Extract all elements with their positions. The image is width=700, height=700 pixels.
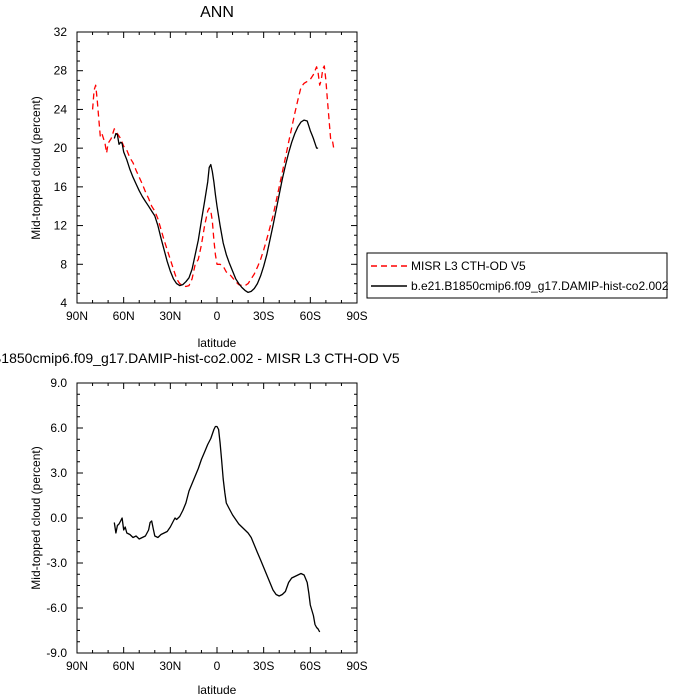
bottom-series-line-0: [113, 425, 321, 633]
top-x-tick-label: 90N: [66, 309, 88, 323]
top-x-tick-label: 30N: [159, 309, 181, 323]
top-chart: 90N 60N 30N 0 30S 60S 90S 4 8 12 16 20 24 28 32: [54, 25, 368, 323]
bottom-x-tick-label: 0: [214, 659, 221, 673]
bottom-y-tick-label: 6.0: [50, 421, 67, 435]
top-chart-title: ANN: [200, 4, 234, 21]
top-y-tick-label: 24: [54, 102, 68, 116]
legend: MISR L3 CTH-OD V5 b.e21.B1850cmip6.f09_g…: [366, 252, 669, 299]
bottom-y-tick-label: -9.0: [46, 646, 67, 660]
bottom-y-tick-label: 9.0: [50, 376, 67, 390]
top-chart-ylabel: Mid-topped cloud (percent): [29, 96, 43, 239]
top-y-tick-label: 28: [54, 64, 68, 78]
top-x-tick-label: 60S: [300, 309, 321, 323]
top-chart-xlabel: latitude: [198, 336, 237, 350]
top-series-line-1: [113, 119, 319, 294]
bottom-x-tick-label: 90N: [66, 659, 88, 673]
top-plot-frame: [76, 31, 358, 304]
bottom-x-tick-label: 30N: [159, 659, 181, 673]
top-x-tick-label: 60N: [113, 309, 135, 323]
bottom-chart-xlabel: latitude: [198, 683, 237, 697]
bottom-y-tick-label: -3.0: [46, 556, 67, 570]
bottom-y-tick-label: 0.0: [50, 511, 67, 525]
bottom-chart-title: 1.B1850cmip6.f09_g17.DAMIP-hist-co2.002 …: [0, 350, 400, 366]
legend-label-model: b.e21.B1850cmip6.f09_g17.DAMIP-hist-co2.…: [411, 279, 669, 293]
top-y-tick-label: 20: [54, 141, 68, 155]
top-y-tick-label: 12: [54, 219, 68, 233]
bottom-x-tick-label: 30S: [253, 659, 274, 673]
top-x-tick-label: 30S: [253, 309, 274, 323]
top-x-tick-label: 90S: [346, 309, 367, 323]
bottom-chart: 90N 60N 30N 0 30S 60S 90S -9.0 -6.0 -3.0 0.0 3.0 6.0…: [46, 376, 367, 673]
bottom-chart-ylabel: Mid-topped cloud (percent): [29, 446, 43, 589]
top-y-tick-label: 8: [60, 257, 67, 271]
legend-box: [366, 252, 668, 299]
bottom-plot-frame: [76, 382, 358, 654]
bottom-y-tick-label: 3.0: [50, 466, 67, 480]
bottom-x-tick-label: 90S: [346, 659, 367, 673]
top-y-tick-label: 32: [54, 25, 68, 39]
legend-label-misr: MISR L3 CTH-OD V5: [411, 259, 526, 273]
top-y-tick-label: 4: [60, 296, 67, 310]
top-y-tick-label: 16: [54, 180, 68, 194]
bottom-x-tick-label: 60N: [113, 659, 135, 673]
bottom-x-tick-label: 60S: [300, 659, 321, 673]
top-series-line-0: [91, 65, 335, 288]
bottom-y-tick-label: -6.0: [46, 601, 67, 615]
top-x-tick-label: 0: [214, 309, 221, 323]
